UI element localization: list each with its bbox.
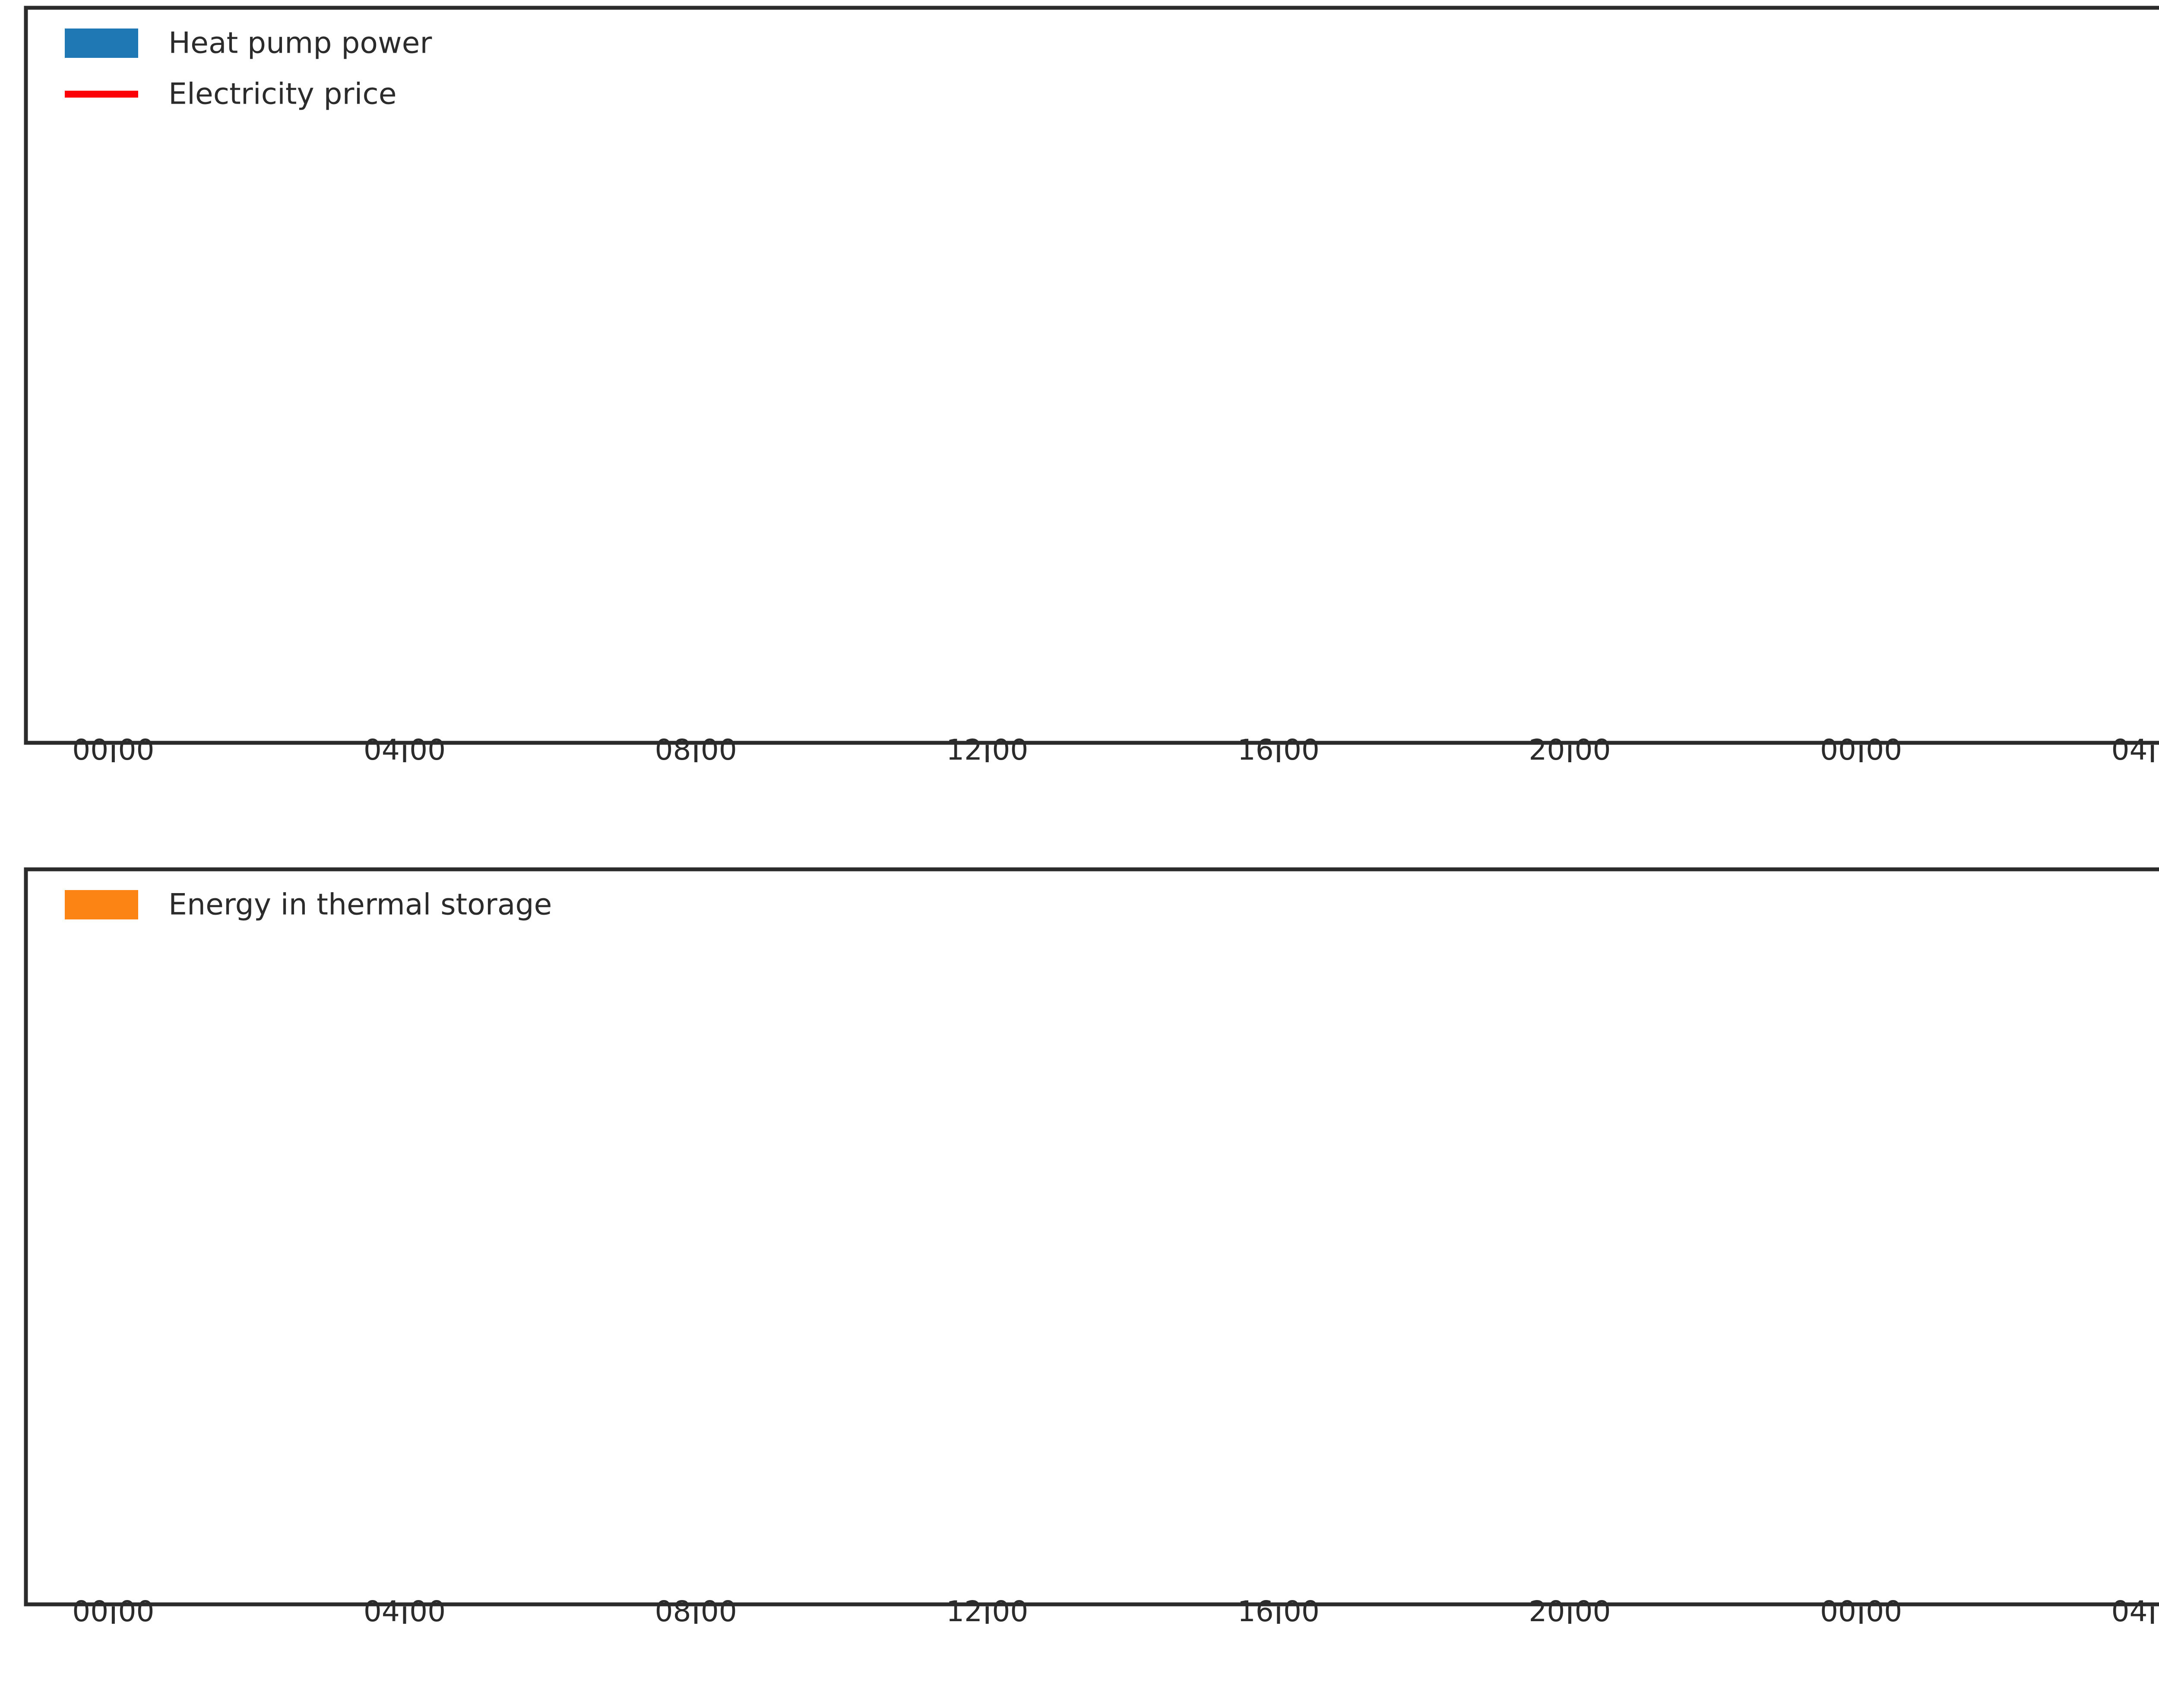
x-tick-label: 16:00 <box>1238 1595 1320 1628</box>
x-tick-label: 08:00 <box>655 733 737 767</box>
storage-panel: 00:00 04:00 08:00 12:00 16:00 20:00 00:00 04:00… <box>0 862 2159 1708</box>
legend-swatch-1 <box>65 890 138 919</box>
power-price-panel: 00:00 04:00 08:00 12:00 16:00 20:00 00:00 04:00… <box>0 0 2159 846</box>
legend: Heat pump power Electricity price <box>65 26 432 111</box>
x-axis: 00:00 04:00 08:00 12:00 16:00 20:00 00:00 04:00… <box>72 733 2159 767</box>
legend-label-1: Heat pump power <box>168 26 432 60</box>
x-tick-label: 04:00 <box>364 1595 446 1628</box>
x-tick-label: 20:00 <box>1529 733 1611 767</box>
x-tick-label: 16:00 <box>1238 733 1320 767</box>
x-tick-label: 00:00 <box>72 1595 154 1628</box>
x-tick-label: 04:00 <box>364 733 446 767</box>
x-axis: 00:00 04:00 08:00 12:00 16:00 20:00 00:00 04:00… <box>72 1595 2159 1628</box>
legend-swatch-1 <box>65 29 138 58</box>
legend-label-2: Electricity price <box>168 77 397 111</box>
x-tick-label: 08:00 <box>655 1595 737 1628</box>
plot-frame-outline <box>24 6 2159 745</box>
x-tick-label: 20:00 <box>1529 1595 1611 1628</box>
x-tick-label: 12:00 <box>946 733 1028 767</box>
power-price-axes: 00:00 04:00 08:00 12:00 16:00 20:00 00:00 04:00… <box>24 6 2159 767</box>
storage-axes: 00:00 04:00 08:00 12:00 16:00 20:00 00:00 04:00… <box>24 867 2159 1628</box>
x-tick-label: 00:00 <box>1820 733 1902 767</box>
plot-frame-outline <box>24 867 2159 1607</box>
legend-label-1: Energy in thermal storage <box>168 888 552 922</box>
x-tick-label: 12:00 <box>946 1595 1028 1628</box>
x-tick-label: 00:00 <box>72 733 154 767</box>
x-tick-label: 04:00 <box>2112 733 2159 767</box>
legend: Energy in thermal storage <box>65 888 552 922</box>
x-tick-label: 00:00 <box>1820 1595 1902 1628</box>
x-tick-label: 04:00 <box>2112 1595 2159 1628</box>
